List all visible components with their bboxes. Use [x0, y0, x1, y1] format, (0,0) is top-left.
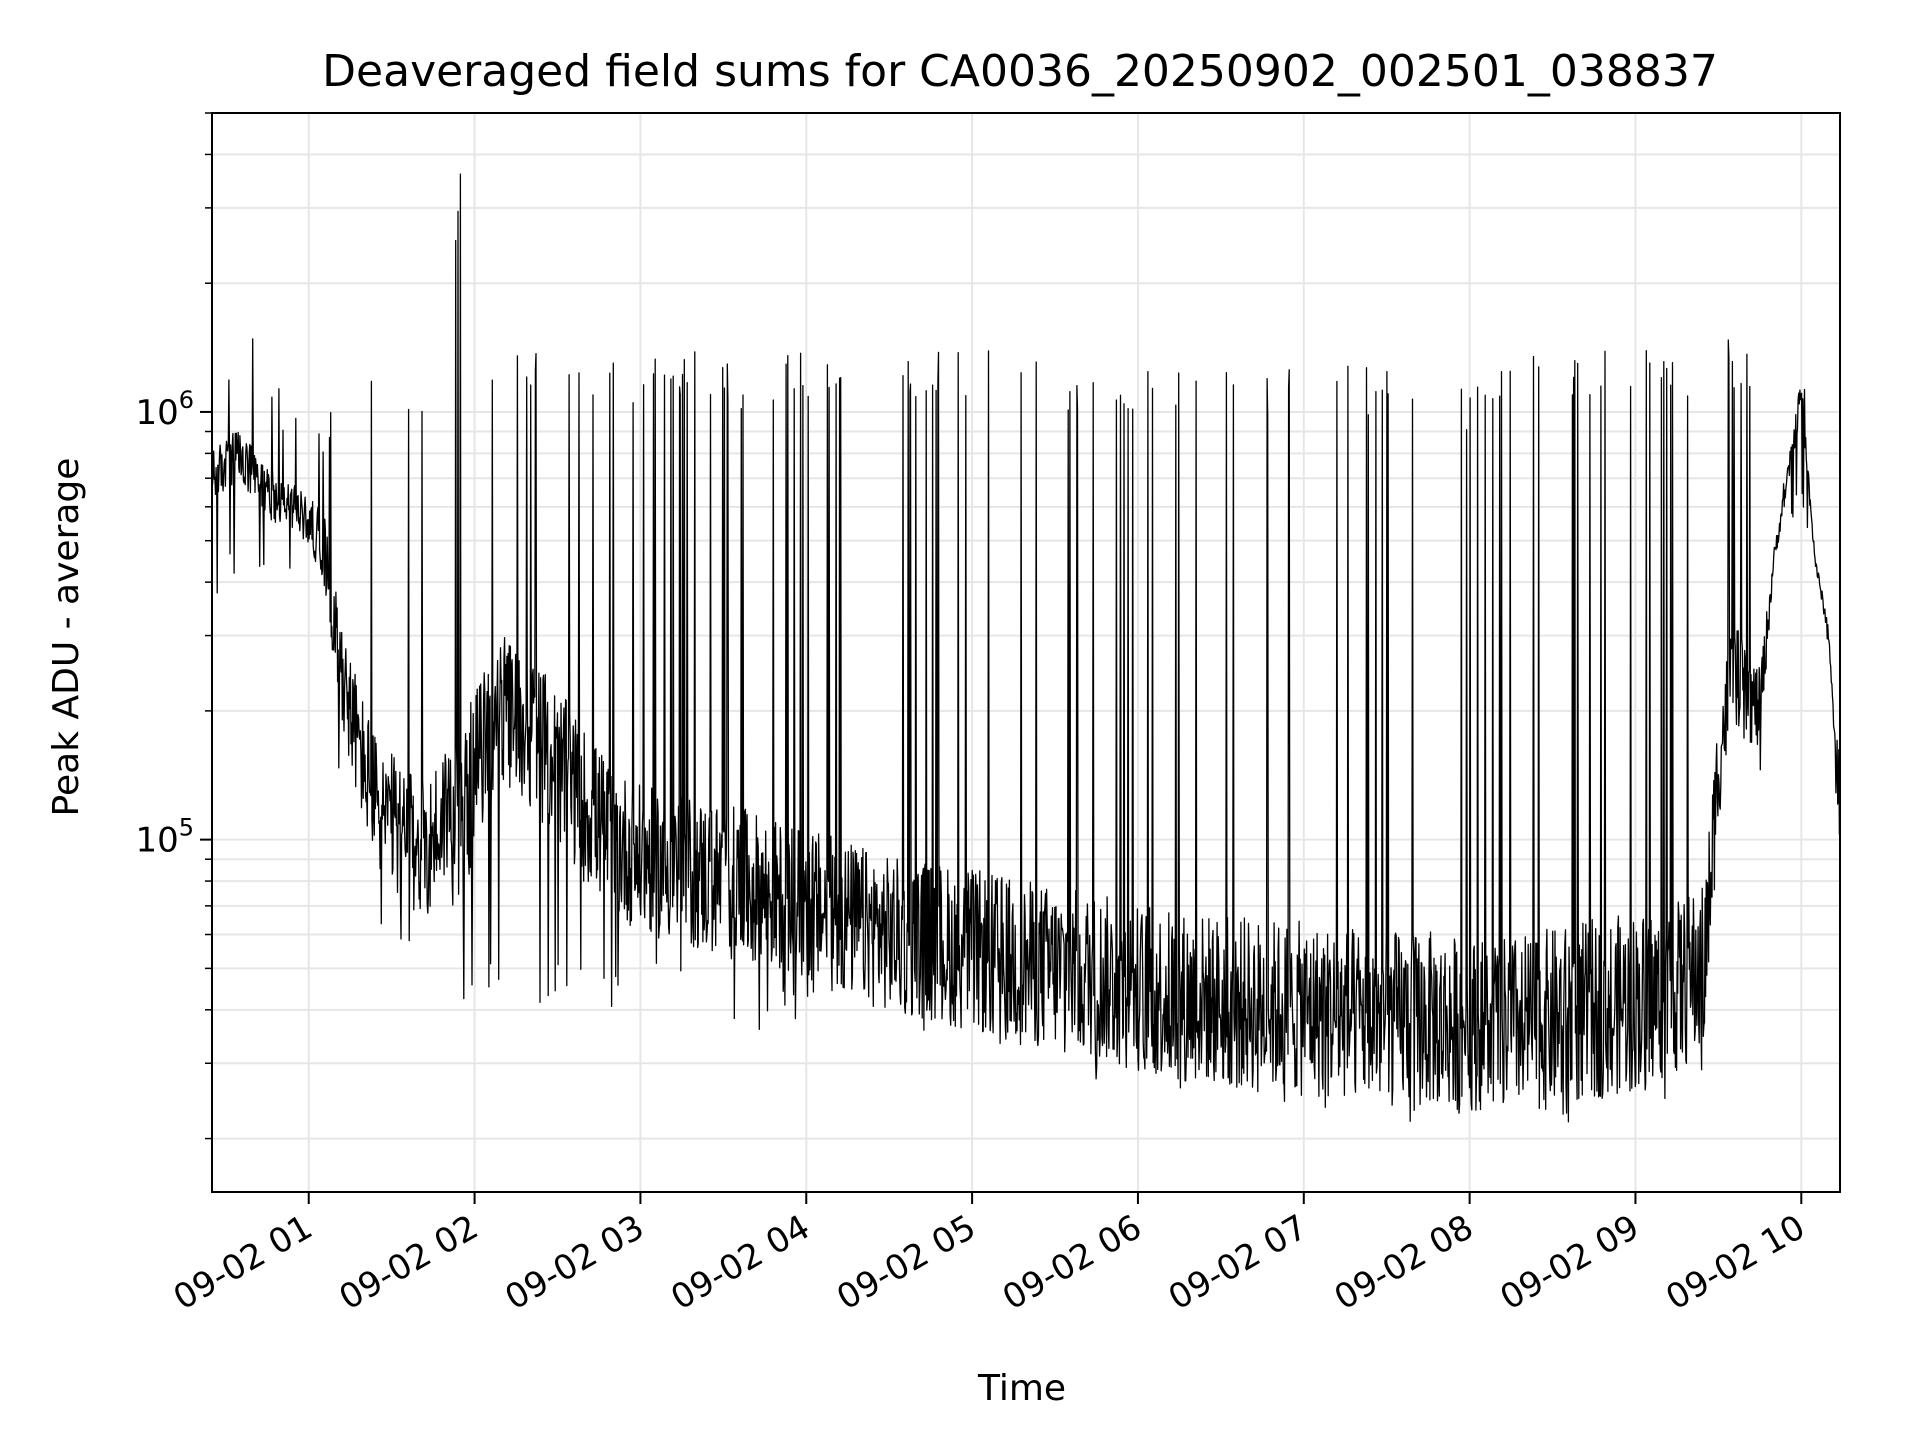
- y-axis-label: Peak ADU - average: [46, 458, 87, 817]
- x-tick-label: 09-02 01: [167, 1207, 319, 1318]
- x-tick-label: 09-02 03: [499, 1207, 651, 1318]
- x-axis: 09-02 01 09-02 02 09-02 03 09-02 04 09-02 05…: [167, 1192, 1812, 1318]
- x-tick-label: 09-02 09: [1494, 1207, 1646, 1318]
- x-tick-label: 09-02 08: [1328, 1207, 1480, 1318]
- x-axis-label: Time: [977, 1368, 1066, 1409]
- chart-title: Deaveraged field sums for CA0036_2025090…: [322, 46, 1718, 97]
- x-tick-label: 09-02 05: [830, 1207, 982, 1318]
- series-line: [211, 173, 1841, 1123]
- y-tick-label: 106: [135, 386, 194, 433]
- x-tick-label: 09-02 10: [1659, 1207, 1811, 1318]
- x-tick-label: 09-02 07: [1162, 1207, 1314, 1318]
- plot-frame: [211, 112, 1841, 1193]
- y-tick-label: 105: [135, 814, 194, 861]
- x-tick-label: 09-02 04: [664, 1207, 816, 1318]
- x-tick-label: 09-02 02: [333, 1207, 485, 1318]
- x-tick-label: 09-02 06: [996, 1207, 1148, 1318]
- y-axis: 105 106: [135, 112, 212, 1140]
- series-layer: [211, 173, 1841, 1123]
